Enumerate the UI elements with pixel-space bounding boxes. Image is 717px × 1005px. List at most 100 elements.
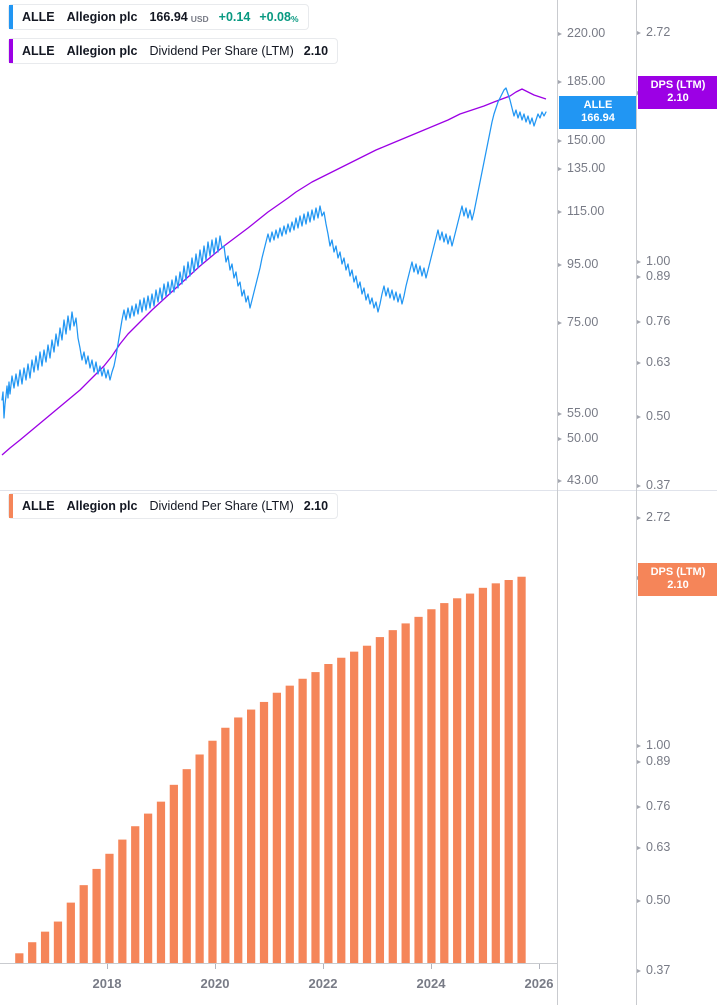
price-line-series	[1, 87, 547, 419]
bar[interactable]	[28, 942, 37, 963]
bar[interactable]	[453, 598, 462, 963]
time-axis-tick	[215, 964, 216, 969]
legend-dps-bottom[interactable]: ALLE Allegion plc Dividend Per Share (LT…	[8, 493, 339, 519]
bar[interactable]	[131, 826, 140, 963]
bar[interactable]	[427, 609, 436, 963]
axis-tick-marker-icon	[637, 805, 641, 809]
legend-dps-bottom-ticker: ALLE	[22, 499, 55, 513]
axis-tick-label: 0.89	[646, 754, 671, 768]
axis-tick-marker-icon	[637, 275, 641, 279]
time-axis-tick	[107, 964, 108, 969]
axis-tick-label: 0.37	[646, 478, 671, 492]
plot-column: 2018 2020 2022 2024 2026	[0, 0, 557, 1005]
legend-dps-top[interactable]: ALLE Allegion plc Dividend Per Share (LT…	[8, 38, 339, 64]
time-axis-label: 2026	[524, 976, 554, 991]
bar[interactable]	[234, 717, 243, 963]
axis-tick-label: 2.72	[646, 25, 671, 39]
bar[interactable]	[388, 630, 397, 963]
axis-tick-marker-icon	[637, 31, 641, 35]
legend-price-name: Allegion plc	[66, 10, 138, 24]
bar[interactable]	[414, 616, 423, 963]
bar[interactable]	[491, 583, 500, 963]
legend-dps-bottom-swatch	[9, 494, 13, 518]
legend-dps-top-value: 2.10	[303, 44, 329, 58]
bar[interactable]	[517, 576, 526, 963]
dps-bar-chart-canvas[interactable]	[0, 491, 557, 964]
time-axis-tick	[539, 964, 540, 969]
axis-tick-marker-icon	[637, 415, 641, 419]
time-axis-label: 2018	[92, 976, 122, 991]
price-chart-canvas[interactable]	[0, 0, 557, 490]
bar[interactable]	[259, 701, 269, 963]
bar[interactable]	[92, 868, 101, 963]
bar[interactable]	[324, 664, 333, 963]
bar[interactable]	[298, 678, 307, 963]
bar[interactable]	[79, 885, 88, 963]
legend-price-change: +0.14	[218, 10, 251, 24]
legend-dps-top-name: Allegion plc	[66, 44, 138, 58]
legend-price[interactable]: ALLE Allegion plc 166.94 USD +0.14 +0.08…	[8, 4, 309, 30]
bar[interactable]	[375, 637, 385, 963]
price-current-badge[interactable]: ALLE 166.94	[559, 96, 637, 129]
bar[interactable]	[66, 902, 75, 963]
axis-tick-marker-icon	[558, 437, 562, 441]
bar[interactable]	[362, 645, 372, 963]
bar[interactable]	[182, 769, 191, 963]
bar-group	[15, 576, 526, 963]
axis-tick-label: 135.00	[567, 161, 606, 175]
bar[interactable]	[337, 657, 346, 963]
axis-tick-label: 75.00	[567, 315, 599, 329]
axis-tick-label: 0.63	[646, 840, 671, 854]
bar[interactable]	[169, 784, 178, 963]
bar[interactable]	[40, 931, 50, 963]
time-axis-tick	[431, 964, 432, 969]
axis-tick-label: 115.00	[567, 204, 605, 218]
bar[interactable]	[118, 839, 127, 963]
axis-tick-label: 50.00	[567, 431, 599, 445]
bar[interactable]	[208, 740, 217, 963]
legend-dps-top-metric: Dividend Per Share (LTM)	[149, 44, 294, 58]
bar[interactable]	[221, 727, 230, 963]
price-badge-value: 166.94	[581, 112, 615, 124]
bar[interactable]	[195, 754, 204, 963]
bar[interactable]	[156, 801, 166, 963]
legend-price-percent-symbol: %	[290, 14, 299, 24]
dps-current-badge-top[interactable]: DPS (LTM) 2.10	[638, 76, 717, 109]
legend-price-ticker: ALLE	[22, 10, 55, 24]
legend-dps-top-swatch	[9, 39, 13, 63]
bar[interactable]	[143, 813, 153, 963]
axis-tick-marker-icon	[637, 744, 641, 748]
dps-current-badge-bottom[interactable]: DPS (LTM) 2.10	[638, 563, 717, 596]
bar[interactable]	[465, 593, 475, 963]
bar[interactable]	[350, 651, 359, 963]
dps-scale-column[interactable]: 2.722.001.000.890.760.630.500.37 2.722.0…	[636, 0, 717, 1005]
bar[interactable]	[440, 603, 449, 963]
axis-tick-marker-icon	[637, 320, 641, 324]
axis-tick-label: 150.00	[567, 133, 606, 147]
time-axis-label: 2024	[416, 976, 446, 991]
bar[interactable]	[285, 685, 294, 963]
bar[interactable]	[105, 853, 114, 963]
legend-dps-bottom-name: Allegion plc	[66, 499, 138, 513]
axis-tick-marker-icon	[558, 32, 562, 36]
time-axis-label: 2020	[200, 976, 230, 991]
bar[interactable]	[478, 587, 488, 963]
bar[interactable]	[401, 623, 410, 963]
bar[interactable]	[15, 953, 24, 963]
axis-tick-label: 0.50	[646, 409, 671, 423]
legend-price-currency: USD	[190, 14, 209, 24]
axis-tick-marker-icon	[637, 484, 641, 488]
bar[interactable]	[504, 580, 513, 963]
axis-tick-label: 0.76	[646, 314, 671, 328]
bar[interactable]	[272, 692, 281, 963]
axis-tick-marker-icon	[558, 167, 562, 171]
time-axis[interactable]: 2018 2020 2022 2024 2026	[0, 964, 557, 1005]
bar[interactable]	[53, 921, 63, 963]
bar[interactable]	[311, 672, 320, 963]
axis-tick-label: 0.63	[646, 355, 671, 369]
price-scale-column[interactable]: 220.00 185.00 150.00 135.00 115.00 95.00 75.00…	[557, 0, 637, 1005]
dps-top-badge-value: 2.10	[667, 92, 689, 104]
dps-bottom-badge-label: DPS (LTM)	[650, 566, 706, 578]
bar[interactable]	[247, 709, 256, 963]
axis-tick-label: 0.50	[646, 893, 671, 907]
